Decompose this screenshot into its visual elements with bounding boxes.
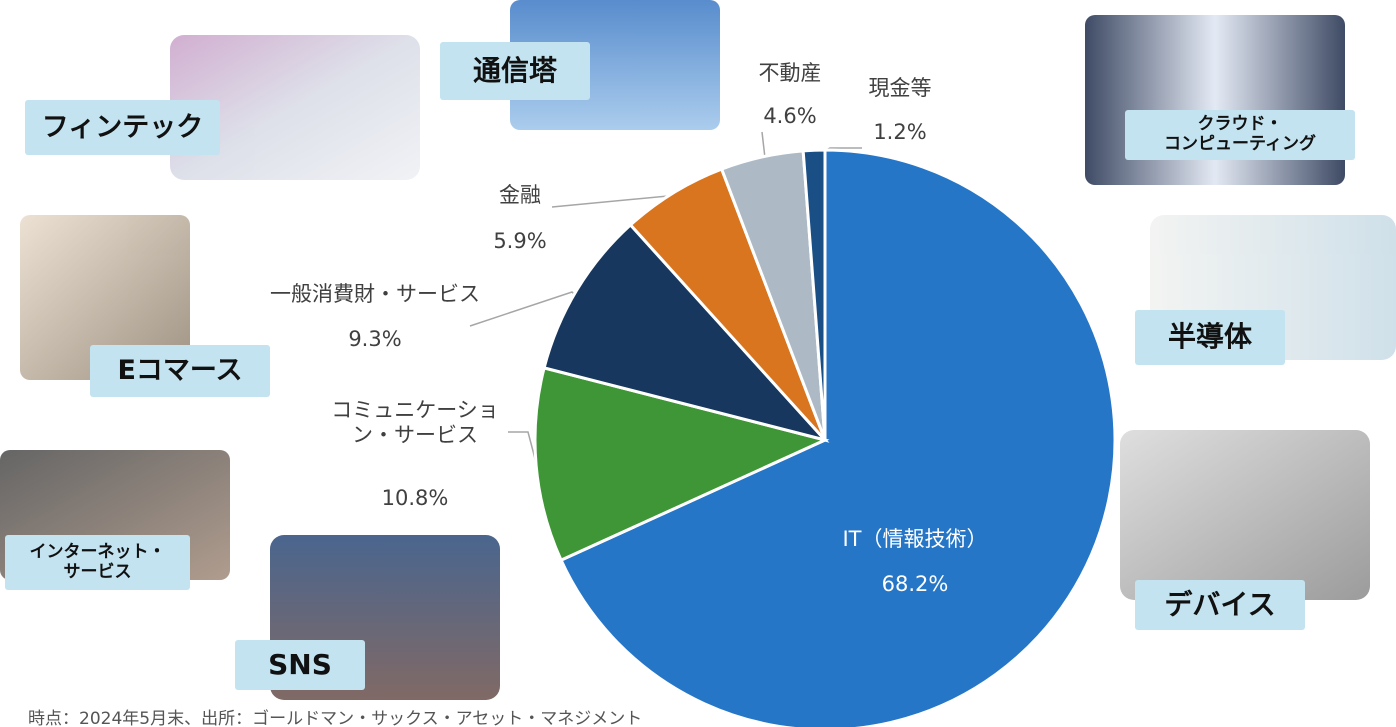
annotation-box: Eコマース: [90, 345, 270, 397]
category-label: 一般消費財・サービス: [245, 282, 505, 307]
category-label: 不動産: [730, 61, 850, 86]
value-label: 68.2%: [835, 572, 995, 597]
category-label: コミュニケーション・サービス: [312, 398, 518, 448]
annotation-text: Eコマース: [117, 355, 242, 386]
annotation-text: 通信塔: [473, 55, 557, 87]
source-note: 時点：2024年5月末、出所：ゴールドマン・サックス・アセット・マネジメント: [28, 704, 642, 727]
category-label: IT（情報技術）: [785, 527, 1045, 552]
annotation-box: デバイス: [1135, 580, 1305, 630]
leader-line: [762, 132, 765, 158]
annotation-box: SNS: [235, 640, 365, 690]
value-label: 1.2%: [820, 120, 980, 145]
annotation-text: デバイス: [1164, 589, 1275, 621]
annotation-text: サービス: [64, 563, 132, 583]
annotation-box: クラウド・コンピューティング: [1125, 110, 1355, 160]
annotation-box: インターネット・サービス: [5, 535, 190, 590]
category-label: 金融: [460, 183, 580, 208]
annotation-text: クラウド・: [1198, 115, 1283, 135]
annotation-text: コンピューティング: [1164, 135, 1316, 155]
annotation-text: SNS: [268, 649, 332, 681]
annotation-box: 半導体: [1135, 310, 1285, 365]
page: 時点：2024年5月末、出所：ゴールドマン・サックス・アセット・マネジメント I…: [0, 0, 1396, 727]
annotation-text: フィンテック: [42, 112, 203, 143]
annotation-box: フィンテック: [25, 100, 220, 155]
value-label: 9.3%: [295, 327, 455, 352]
annotation-text: 半導体: [1168, 321, 1252, 353]
annotation-text: インターネット・: [30, 543, 166, 563]
annotation-box: 通信塔: [440, 42, 590, 100]
value-label: 5.9%: [440, 229, 600, 254]
image-devices: [1120, 430, 1370, 600]
value-label: 10.8%: [335, 486, 495, 511]
category-label: 現金等: [840, 76, 960, 101]
